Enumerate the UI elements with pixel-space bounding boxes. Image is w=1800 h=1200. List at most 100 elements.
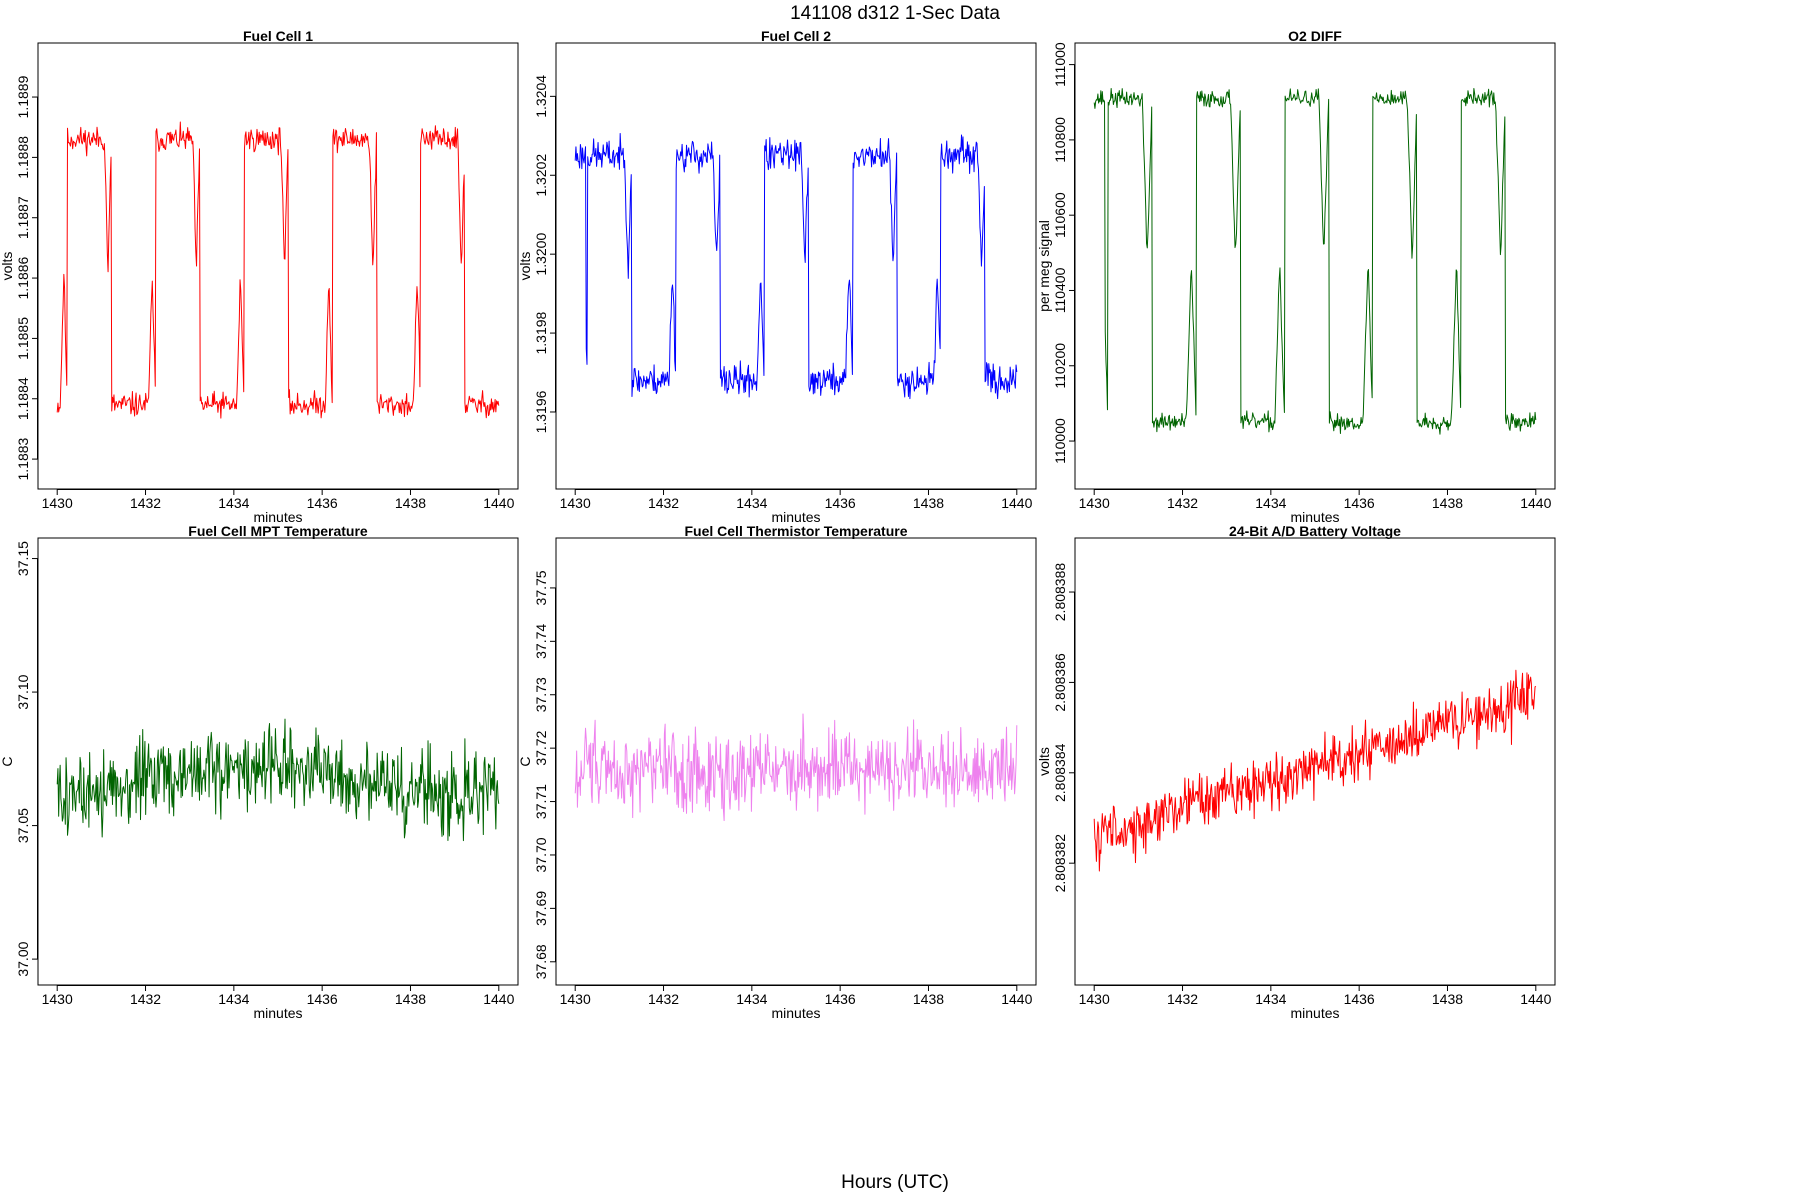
x-tick-label: 1432 — [130, 495, 161, 511]
series-line — [1093, 669, 1537, 872]
panel-title: Fuel Cell Thermistor Temperature — [684, 523, 907, 539]
panel-fuel-cell-mpt-temperature: Fuel Cell MPT Temperature minutes C 1430… — [0, 523, 519, 1021]
y-tick-label: 37.71 — [533, 784, 549, 819]
y-axis-label: volts — [0, 252, 15, 281]
y-tick-label: 37.68 — [533, 944, 549, 979]
x-tick-label: 1438 — [913, 495, 944, 511]
x-tick-label: 1440 — [1001, 991, 1032, 1007]
x-tick-label: 1440 — [483, 495, 514, 511]
figure-title: 141108 d312 1-Sec Data — [790, 3, 1000, 24]
x-axis-label: minutes — [253, 509, 302, 525]
panel-fuel-cell-1: Fuel Cell 1 minutes volts 1430 1432 1434 14… — [0, 28, 519, 525]
y-tick-label: 1.1889 — [15, 75, 31, 118]
y-axis-label: volts — [517, 252, 533, 281]
y-tick-label: 110000 — [1052, 418, 1068, 464]
y-tick-label: 2.808382 — [1052, 834, 1068, 893]
x-tick-label: 1436 — [307, 991, 338, 1007]
series-line — [574, 133, 1018, 400]
x-axis-label: minutes — [253, 1005, 302, 1021]
y-tick-label: 1.1883 — [15, 437, 31, 480]
panel-title: Fuel Cell 1 — [243, 28, 313, 44]
x-tick-label: 1434 — [736, 495, 767, 511]
y-axis-label: C — [517, 756, 533, 766]
panel-title: Fuel Cell MPT Temperature — [188, 523, 368, 539]
x-tick-label: 1434 — [1255, 991, 1286, 1007]
panel-battery-voltage: 24-Bit A/D Battery Voltage minutes volts… — [1036, 523, 1556, 1021]
x-axis-label: minutes — [771, 1005, 820, 1021]
y-tick-label: 110600 — [1052, 192, 1068, 238]
x-tick-label: 1434 — [218, 495, 249, 511]
x-tick-label: 1438 — [913, 991, 944, 1007]
y-tick-label: 2.808386 — [1052, 653, 1068, 712]
x-tick-label: 1430 — [1079, 991, 1110, 1007]
figure-x-caption: Hours (UTC) — [841, 1172, 949, 1193]
x-tick-label: 1432 — [648, 991, 679, 1007]
x-tick-label: 1440 — [1001, 495, 1032, 511]
x-tick-label: 1432 — [648, 495, 679, 511]
y-tick-label: 1.1886 — [15, 256, 31, 299]
y-tick-label: 110800 — [1052, 117, 1068, 163]
x-tick-label: 1438 — [395, 991, 426, 1007]
series-line — [1093, 88, 1537, 435]
x-tick-label: 1436 — [825, 991, 856, 1007]
y-tick-label: 1.1884 — [15, 377, 31, 420]
x-tick-label: 1440 — [1520, 495, 1551, 511]
x-tick-label: 1434 — [1255, 495, 1286, 511]
x-tick-label: 1436 — [1344, 495, 1375, 511]
y-tick-label: 37.72 — [533, 730, 549, 765]
x-tick-label: 1436 — [307, 495, 338, 511]
y-axis-label: volts — [1036, 747, 1052, 776]
panel-title: O2 DIFF — [1288, 28, 1342, 44]
x-tick-label: 1438 — [1432, 495, 1463, 511]
x-tick-label: 1432 — [1167, 495, 1198, 511]
x-tick-label: 1436 — [1344, 991, 1375, 1007]
y-tick-label: 1.1885 — [15, 317, 31, 360]
x-tick-label: 1430 — [560, 991, 591, 1007]
y-tick-label: 2.808388 — [1052, 563, 1068, 622]
panel-title: 24-Bit A/D Battery Voltage — [1229, 523, 1401, 539]
y-tick-label: 1.3198 — [533, 311, 549, 354]
series-line — [56, 121, 500, 419]
x-tick-label: 1430 — [42, 495, 73, 511]
panel-o2-diff: O2 DIFF minutes per meg signal 1430 1432 1… — [1036, 28, 1556, 525]
y-tick-label: 37.75 — [533, 570, 549, 605]
x-tick-label: 1438 — [395, 495, 426, 511]
y-tick-label: 37.70 — [533, 837, 549, 872]
y-axis-label: per meg signal — [1036, 220, 1052, 312]
y-tick-label: 37.15 — [15, 541, 31, 576]
y-tick-label: 110400 — [1052, 267, 1068, 313]
y-tick-label: 37.10 — [15, 674, 31, 709]
y-tick-label: 1.3204 — [533, 75, 549, 118]
y-tick-label: 37.00 — [15, 941, 31, 976]
y-tick-label: 37.74 — [533, 624, 549, 659]
plot-frame — [1074, 537, 1556, 986]
plot-frame — [37, 42, 519, 490]
y-axis-label: C — [0, 756, 15, 766]
x-tick-label: 1440 — [1520, 991, 1551, 1007]
series-line — [574, 713, 1018, 822]
plot-frame — [1074, 42, 1556, 490]
y-tick-label: 1.3200 — [533, 233, 549, 276]
x-tick-label: 1430 — [560, 495, 591, 511]
y-tick-label: 1.3202 — [533, 154, 549, 197]
y-tick-label: 1.3196 — [533, 390, 549, 433]
y-tick-label: 111000 — [1052, 42, 1068, 87]
x-axis-label: minutes — [1290, 1005, 1339, 1021]
y-tick-label: 37.05 — [15, 808, 31, 843]
x-tick-label: 1436 — [825, 495, 856, 511]
y-tick-label: 1.1887 — [15, 196, 31, 239]
panel-fuel-cell-2: Fuel Cell 2 minutes volts 1430 1432 1434 14… — [517, 28, 1037, 525]
panel-title: Fuel Cell 2 — [761, 28, 831, 44]
y-tick-label: 110200 — [1052, 343, 1068, 389]
x-tick-label: 1440 — [483, 991, 514, 1007]
y-tick-label: 37.73 — [533, 677, 549, 712]
x-axis-label: minutes — [771, 509, 820, 525]
x-tick-label: 1432 — [130, 991, 161, 1007]
x-axis-label: minutes — [1290, 509, 1339, 525]
panel-fuel-cell-thermistor-temperature: Fuel Cell Thermistor Temperature minutes… — [517, 523, 1037, 1021]
x-tick-label: 1434 — [736, 991, 767, 1007]
y-tick-label: 37.69 — [533, 891, 549, 926]
y-tick-label: 2.808384 — [1052, 743, 1068, 802]
series-line — [56, 718, 500, 842]
